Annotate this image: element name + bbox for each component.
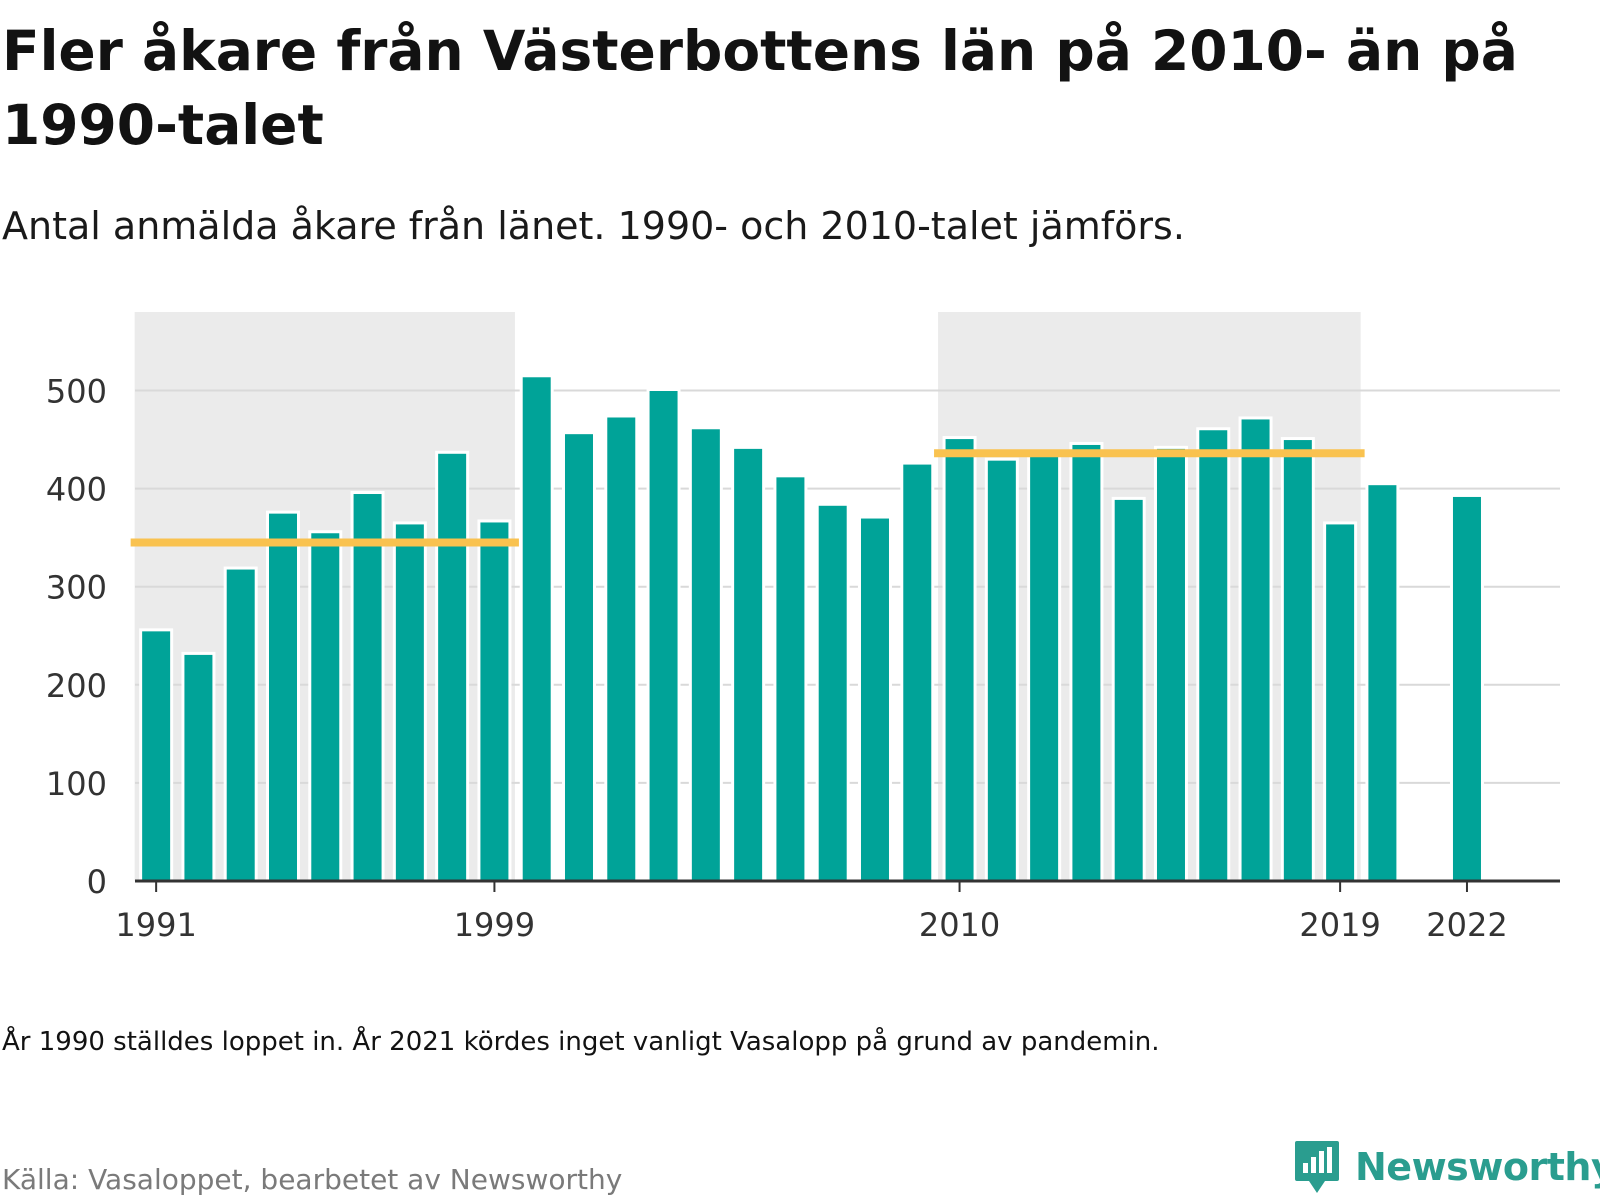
footnote: År 1990 ställdes loppet in. År 2021 körd… (2, 1027, 1160, 1057)
bar-1994 (265, 510, 300, 883)
bar-2018 (1280, 437, 1315, 883)
bar-2019 (1323, 521, 1358, 883)
bar-2020 (1365, 482, 1400, 883)
bar-2002 (604, 414, 639, 883)
x-tick-label-2019: 2019 (1299, 906, 1380, 944)
y-tick-label-400: 400 (46, 471, 107, 509)
newsworthy-logo-text: Newsworthy (1355, 1145, 1600, 1189)
bar-2003 (646, 388, 681, 883)
bar-1993 (223, 566, 258, 883)
x-axis: 1991 1999 2010 2019 2022 (115, 879, 1560, 944)
y-axis-labels: 0 100 200 300 400 500 (46, 372, 107, 901)
bar-1999 (477, 519, 512, 883)
bar-1991 (139, 628, 174, 883)
source-credit: Källa: Vasaloppet, bearbetet av Newswort… (2, 1163, 623, 1196)
y-tick-label-300: 300 (46, 569, 107, 607)
bar-2022 (1449, 493, 1484, 883)
chart-title: Fler åkare från Västerbottens län på 201… (2, 19, 1518, 157)
bar-2008 (857, 515, 892, 883)
bar-1995 (308, 530, 343, 883)
x-tick-label-2010: 2010 (919, 906, 1000, 944)
bar-2006 (773, 474, 808, 883)
y-tick-label-500: 500 (46, 372, 107, 410)
bar-2001 (561, 431, 596, 883)
bar-2017 (1238, 416, 1273, 883)
bar-2013 (1069, 441, 1104, 883)
newsworthy-logo-icon (1295, 1141, 1339, 1193)
bar-2014 (1111, 496, 1146, 883)
bar-2015 (1153, 445, 1188, 883)
average-lines (130, 449, 1365, 547)
y-tick-label-0: 0 (87, 863, 107, 901)
bar-2010 (942, 436, 977, 883)
x-tick-label-1999: 1999 (454, 906, 535, 944)
bar-2012 (1027, 451, 1062, 883)
bar-2009 (900, 461, 935, 883)
bar-chart: 0 100 200 300 400 500 1991 1999 2010 2019 2022 (46, 312, 1560, 944)
y-tick-label-100: 100 (46, 765, 107, 803)
bar-2007 (815, 502, 850, 883)
bar-2011 (984, 457, 1019, 883)
bar-1992 (181, 651, 216, 883)
bar-1997 (392, 521, 427, 883)
x-tick-label-2022: 2022 (1426, 906, 1507, 944)
bar-2000 (519, 374, 554, 883)
chart-subtitle: Antal anmälda åkare från länet. 1990- oc… (2, 204, 1185, 248)
bar-1996 (350, 491, 385, 883)
y-tick-label-200: 200 (46, 667, 107, 705)
bar-2016 (1196, 427, 1231, 883)
newsworthy-logo[interactable]: Newsworthy (1293, 1139, 1600, 1195)
bar-2004 (688, 426, 723, 883)
x-tick-label-1991: 1991 (115, 906, 196, 944)
bar-2005 (731, 445, 766, 883)
bar-1998 (435, 450, 470, 883)
